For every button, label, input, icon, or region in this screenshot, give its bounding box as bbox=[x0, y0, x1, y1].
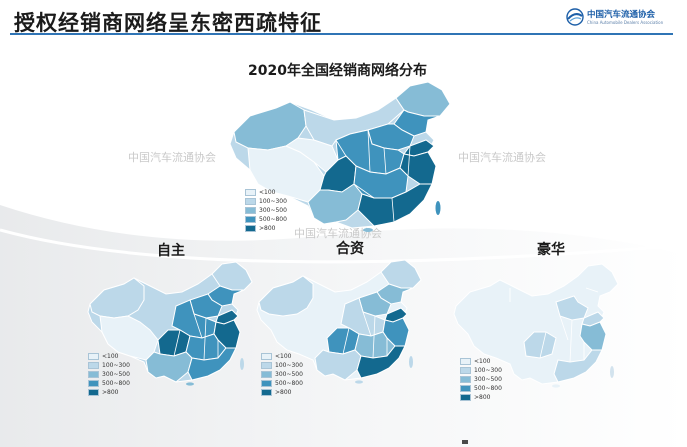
legend-item: <100 bbox=[88, 352, 130, 361]
legend-item: 300~500 bbox=[245, 206, 287, 215]
legend-swatch bbox=[88, 389, 99, 396]
legend-item: 500~800 bbox=[460, 384, 502, 393]
legend-item: 500~800 bbox=[261, 379, 303, 388]
legend-label: 100~300 bbox=[275, 362, 303, 369]
legend-swatch bbox=[88, 353, 99, 360]
legend-swatch bbox=[261, 389, 272, 396]
legend-label: <100 bbox=[259, 189, 276, 196]
legend-item: 300~500 bbox=[88, 370, 130, 379]
map-title-luxury: 豪华 bbox=[537, 242, 565, 258]
legend-swatch bbox=[88, 362, 99, 369]
page-marker bbox=[462, 440, 468, 444]
association-logo: 中国汽车流通协会 China Automobile Dealers Associ… bbox=[565, 6, 677, 30]
main-map-title: 2020年全国经销商网络分布 bbox=[248, 63, 427, 79]
legend-item: >800 bbox=[460, 393, 502, 402]
legend-item: 500~800 bbox=[245, 215, 287, 224]
legend-label: >800 bbox=[474, 394, 491, 401]
legend-label: 100~300 bbox=[474, 367, 502, 374]
legend-swatch bbox=[261, 371, 272, 378]
legend-swatch bbox=[245, 225, 256, 232]
legend-swatch bbox=[460, 358, 471, 365]
map-title-domestic: 自主 bbox=[157, 243, 185, 259]
luxury-brand-map bbox=[453, 263, 619, 388]
legend-swatch bbox=[245, 207, 256, 214]
legend-swatch bbox=[88, 380, 99, 387]
association-logo-icon bbox=[566, 8, 584, 26]
main-china-map bbox=[229, 81, 451, 232]
domestic-brand-map bbox=[87, 261, 253, 386]
legend-luxury: <100 100~300 300~500 500~800 >800 bbox=[460, 357, 502, 402]
legend-swatch bbox=[460, 367, 471, 374]
legend-swatch bbox=[88, 371, 99, 378]
header-rule bbox=[10, 33, 673, 35]
legend-item: <100 bbox=[261, 352, 303, 361]
legend-label: 500~800 bbox=[102, 380, 130, 387]
legend-label: 100~300 bbox=[102, 362, 130, 369]
legend-item: 100~300 bbox=[88, 361, 130, 370]
legend-swatch bbox=[460, 385, 471, 392]
logo-text-en: China Automobile Dealers Association bbox=[587, 20, 664, 25]
legend-label: >800 bbox=[102, 389, 119, 396]
legend-joint-venture: <100 100~300 300~500 500~800 >800 bbox=[261, 352, 303, 397]
legend-label: 100~300 bbox=[259, 198, 287, 205]
legend-main: <100 100~300 300~500 500~800 >800 bbox=[245, 188, 287, 233]
legend-swatch bbox=[261, 380, 272, 387]
watermark-center: 中国汽车流通协会 bbox=[294, 227, 382, 240]
legend-item: 300~500 bbox=[261, 370, 303, 379]
joint-venture-brand-map bbox=[256, 259, 422, 384]
legend-item: 100~300 bbox=[460, 366, 502, 375]
legend-swatch bbox=[460, 376, 471, 383]
legend-item: >800 bbox=[245, 224, 287, 233]
watermark-right: 中国汽车流通协会 bbox=[458, 151, 546, 164]
legend-domestic: <100 100~300 300~500 500~800 >800 bbox=[88, 352, 130, 397]
legend-swatch bbox=[460, 394, 471, 401]
watermark-left: 中国汽车流通协会 bbox=[128, 151, 216, 164]
legend-label: <100 bbox=[102, 353, 119, 360]
logo-text-cn: 中国汽车流通协会 bbox=[587, 10, 656, 20]
slide-title: 授权经销商网络呈东密西疏特征 bbox=[14, 11, 322, 35]
legend-label: 300~500 bbox=[259, 207, 287, 214]
legend-label: >800 bbox=[275, 389, 292, 396]
legend-label: 300~500 bbox=[275, 371, 303, 378]
legend-label: <100 bbox=[474, 358, 491, 365]
legend-swatch bbox=[245, 189, 256, 196]
taiwan-island bbox=[435, 201, 441, 215]
legend-swatch bbox=[261, 362, 272, 369]
legend-label: <100 bbox=[275, 353, 292, 360]
legend-label: >800 bbox=[259, 225, 276, 232]
legend-item: <100 bbox=[245, 188, 287, 197]
hainan-island bbox=[363, 228, 373, 232]
legend-label: 500~800 bbox=[275, 380, 303, 387]
legend-swatch bbox=[261, 353, 272, 360]
legend-swatch bbox=[245, 198, 256, 205]
legend-item: <100 bbox=[460, 357, 502, 366]
legend-label: 300~500 bbox=[474, 376, 502, 383]
legend-item: 100~300 bbox=[245, 197, 287, 206]
legend-label: 500~800 bbox=[474, 385, 502, 392]
map-title-joint-venture: 合资 bbox=[336, 241, 364, 257]
legend-label: 300~500 bbox=[102, 371, 130, 378]
legend-label: 500~800 bbox=[259, 216, 287, 223]
legend-swatch bbox=[245, 216, 256, 223]
legend-item: 100~300 bbox=[261, 361, 303, 370]
legend-item: 300~500 bbox=[460, 375, 502, 384]
legend-item: 500~800 bbox=[88, 379, 130, 388]
legend-item: >800 bbox=[88, 388, 130, 397]
legend-item: >800 bbox=[261, 388, 303, 397]
